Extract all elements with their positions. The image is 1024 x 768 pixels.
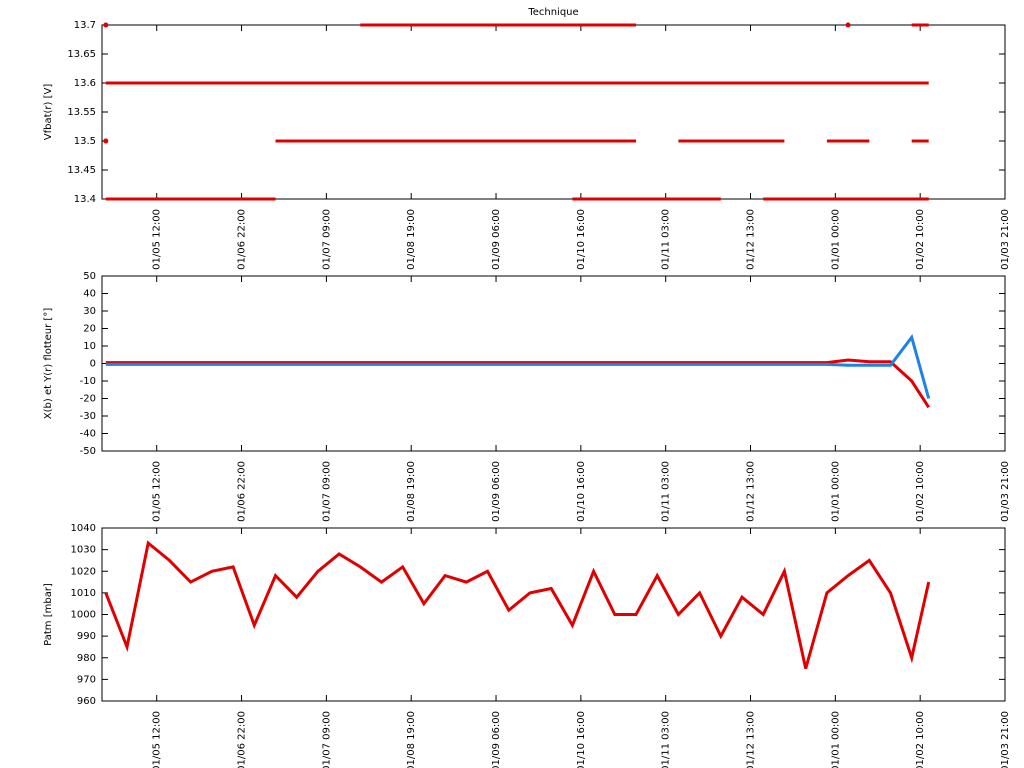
x-tick-label: 01/08 19:00 [406, 209, 417, 270]
data-point [845, 22, 851, 28]
y-tick-label: -50 [80, 446, 96, 457]
x-tick-label: 01/08 19:00 [406, 711, 417, 768]
chart-title: Technique [527, 7, 578, 18]
x-tick-label: 01/10 16:00 [576, 461, 587, 522]
y-tick-label: 0 [90, 359, 96, 370]
data-line [104, 540, 931, 670]
data-line [105, 358, 930, 409]
x-tick-label: 01/10 16:00 [576, 711, 587, 768]
y-tick-label: 13.5 [74, 136, 96, 147]
y-tick-label: 990 [77, 631, 96, 642]
data-point [103, 22, 109, 28]
x-tick-label: 01/10 16:00 [576, 209, 587, 270]
x-tick-label: 01/06 22:00 [237, 209, 248, 270]
plot-frame [101, 527, 1006, 702]
data-line [105, 333, 931, 399]
y-tick-label: -30 [80, 411, 96, 422]
y-tick-label: 50 [83, 271, 96, 282]
y-tick-label: 13.45 [67, 165, 96, 176]
y-tick-label: 1000 [71, 610, 96, 621]
y-tick-label: 1040 [71, 523, 96, 534]
data-point [103, 138, 109, 144]
y-tick-label: -10 [80, 376, 96, 387]
y-tick-label: 13.6 [74, 78, 96, 89]
x-tick-label: 01/06 22:00 [237, 461, 248, 522]
x-tick-label: 01/02 10:00 [915, 461, 926, 522]
x-tick-label: 01/11 03:00 [661, 711, 672, 768]
y-tick-label: 1030 [71, 545, 96, 556]
y-tick-label: 970 [77, 674, 96, 685]
y-tick-label: 1020 [71, 566, 96, 577]
x-tick-label: 01/05 12:00 [152, 711, 163, 768]
y-tick-label: 13.65 [67, 49, 96, 60]
x-tick-label: 01/03 21:00 [1000, 461, 1011, 522]
x-tick-label: 01/09 06:00 [491, 711, 502, 768]
y-tick-label: 40 [83, 289, 96, 300]
x-tick-label: 01/09 06:00 [491, 461, 502, 522]
x-tick-label: 01/09 06:00 [491, 209, 502, 270]
plot-frame [101, 24, 1006, 200]
x-tick-label: 01/12 13:00 [746, 461, 757, 522]
x-tick-label: 01/06 22:00 [237, 711, 248, 768]
y-axis-label: Vfbat(r) [V] [43, 84, 54, 141]
y-tick-label: 960 [77, 696, 96, 707]
x-tick-label: 01/12 13:00 [746, 711, 757, 768]
y-tick-label: 20 [83, 324, 96, 335]
y-tick-label: 13.55 [67, 107, 96, 118]
x-tick-label: 01/02 10:00 [915, 209, 926, 270]
x-tick-label: 01/03 21:00 [1000, 209, 1011, 270]
x-tick-label: 01/03 21:00 [1000, 711, 1011, 768]
x-tick-label: 01/11 03:00 [661, 209, 672, 270]
x-tick-label: 01/11 03:00 [661, 461, 672, 522]
y-tick-label: -20 [80, 394, 96, 405]
x-tick-label: 01/05 12:00 [152, 461, 163, 522]
x-tick-label: 01/07 09:00 [321, 209, 332, 270]
y-tick-label: 13.4 [74, 194, 96, 205]
y-tick-label: 10 [83, 341, 96, 352]
x-tick-label: 01/02 10:00 [915, 711, 926, 768]
x-tick-label: 01/01 00:00 [830, 711, 841, 768]
x-tick-label: 01/07 09:00 [321, 461, 332, 522]
y-tick-label: -40 [80, 429, 96, 440]
y-axis-label: Patm [mbar] [43, 583, 54, 646]
x-tick-label: 01/08 19:00 [406, 461, 417, 522]
x-tick-label: 01/01 00:00 [830, 461, 841, 522]
x-tick-label: 01/01 00:00 [830, 209, 841, 270]
y-axis-label: X(b) et Y(r) flotteur [°] [43, 308, 54, 420]
y-tick-label: 30 [83, 306, 96, 317]
y-tick-label: 980 [77, 653, 96, 664]
x-tick-label: 01/12 13:00 [746, 209, 757, 270]
x-tick-label: 01/07 09:00 [321, 711, 332, 768]
x-tick-label: 01/05 12:00 [152, 209, 163, 270]
y-tick-label: 1010 [71, 588, 96, 599]
y-tick-label: 13.7 [74, 20, 96, 31]
